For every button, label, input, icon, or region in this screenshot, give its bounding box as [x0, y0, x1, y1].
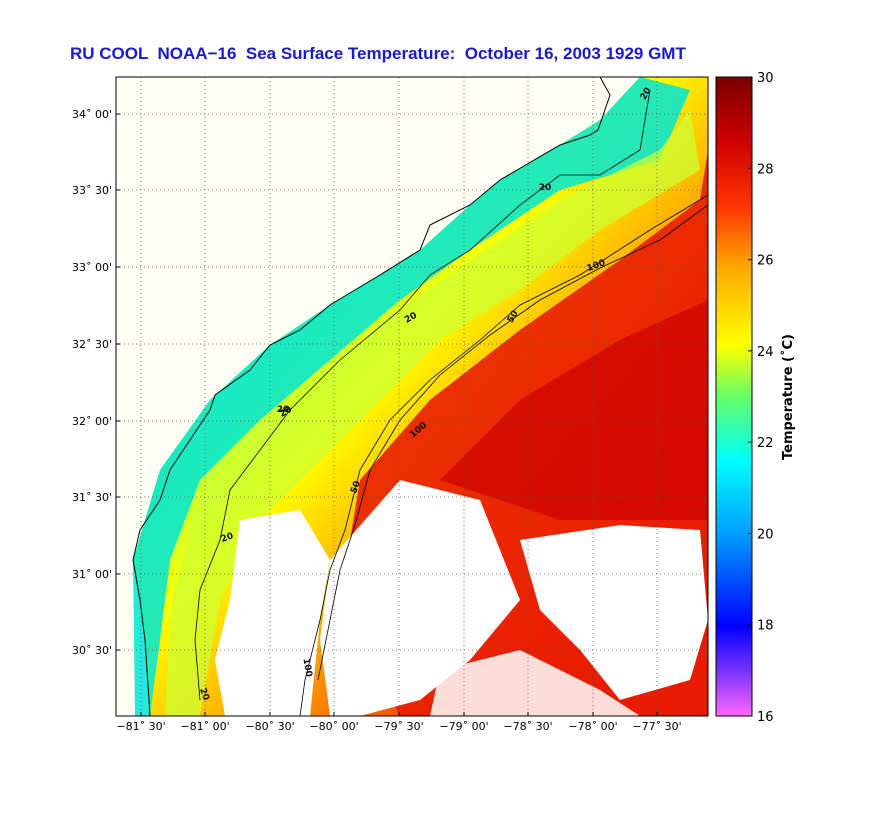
x-tick-label: −81˚ 30'	[116, 720, 165, 733]
isobath-50m	[299, 194, 708, 716]
colorbar-tick-label: 18	[757, 619, 774, 634]
x-axis-ticks: −81˚ 30' −81˚ 00' −80˚ 30' −80˚ 00' −79˚ 30'…	[116, 712, 682, 733]
colorbar-tick-label: 28	[757, 162, 774, 177]
plot-frame	[115, 76, 709, 717]
colorbar	[715, 76, 753, 717]
isobath-label: 20	[197, 687, 211, 702]
map-title: RU COOL NOAA−16 Sea Surface Temperature:…	[70, 44, 686, 63]
y-tick-label: 33˚ 00'	[72, 261, 112, 274]
colorbar-ticks: 30 28 26 24 22 20 18 16	[748, 71, 774, 725]
y-tick-label: 32˚ 00'	[72, 415, 112, 428]
x-tick-label: −79˚ 00'	[439, 720, 488, 733]
colorbar-tick-label: 20	[757, 527, 774, 542]
isobath-label: 50	[349, 480, 363, 495]
x-tick-label: −78˚ 00'	[568, 720, 617, 733]
gulf-stream-hot-core	[440, 300, 708, 520]
cloud-mask-west	[215, 510, 330, 716]
cloud-mask-central	[320, 480, 520, 716]
coastline	[132, 77, 611, 716]
colorbar-tick-label: 30	[757, 71, 774, 86]
isobath-label: 20	[277, 405, 290, 415]
nearshore-cool-band	[133, 77, 690, 716]
colorbar-tick-label: 16	[757, 710, 774, 725]
y-tick-label: 34˚ 00'	[72, 108, 112, 121]
colorbar-tick-label: 24	[757, 345, 774, 360]
isobath-label: 20	[220, 531, 235, 545]
y-tick-label: 30˚ 30'	[72, 644, 112, 657]
y-tick-label: 31˚ 00'	[72, 568, 112, 581]
y-tick-label: 31˚ 30'	[72, 491, 112, 504]
colorbar-tick-label: 22	[757, 436, 774, 451]
isobath-100m	[317, 204, 708, 681]
mid-shelf-band	[165, 110, 700, 716]
y-tick-label: 32˚ 30'	[72, 338, 112, 351]
x-tick-label: −80˚ 00'	[309, 720, 358, 733]
graticule	[116, 77, 708, 716]
x-tick-label: −80˚ 30'	[245, 720, 294, 733]
colorbar-label: Temperature (˚C)	[780, 334, 796, 460]
y-axis-ticks: 34˚ 00' 33˚ 30' 33˚ 00' 32˚ 30' 32˚ 00' 31˚ 3…	[72, 108, 120, 657]
cloud-mask-east	[520, 525, 708, 700]
cloud-mask-south	[430, 650, 640, 716]
x-tick-label: −77˚ 30'	[632, 720, 681, 733]
colorbar-tick-label: 26	[757, 254, 774, 269]
isobath-label: 100	[300, 658, 313, 678]
x-tick-label: −78˚ 30'	[503, 720, 552, 733]
isobath-label: 20	[539, 183, 552, 193]
x-tick-label: −81˚ 00'	[180, 720, 229, 733]
x-tick-label: −79˚ 30'	[374, 720, 423, 733]
isobath-20m	[194, 89, 651, 701]
y-tick-label: 33˚ 30'	[72, 184, 112, 197]
